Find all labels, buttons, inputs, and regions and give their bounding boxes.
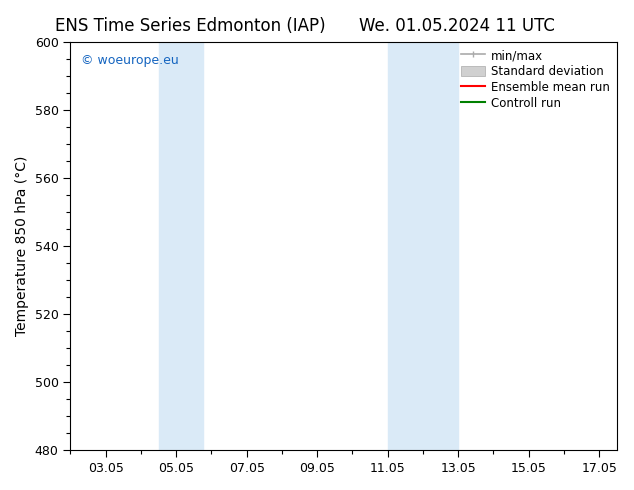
Text: ENS Time Series Edmonton (IAP): ENS Time Series Edmonton (IAP) bbox=[55, 17, 325, 35]
Text: We. 01.05.2024 11 UTC: We. 01.05.2024 11 UTC bbox=[359, 17, 554, 35]
Bar bbox=[388, 42, 458, 450]
Bar bbox=[158, 42, 203, 450]
Text: © woeurope.eu: © woeurope.eu bbox=[81, 54, 179, 67]
Legend: min/max, Standard deviation, Ensemble mean run, Controll run: min/max, Standard deviation, Ensemble me… bbox=[458, 46, 613, 114]
Y-axis label: Temperature 850 hPa (°C): Temperature 850 hPa (°C) bbox=[15, 156, 29, 336]
